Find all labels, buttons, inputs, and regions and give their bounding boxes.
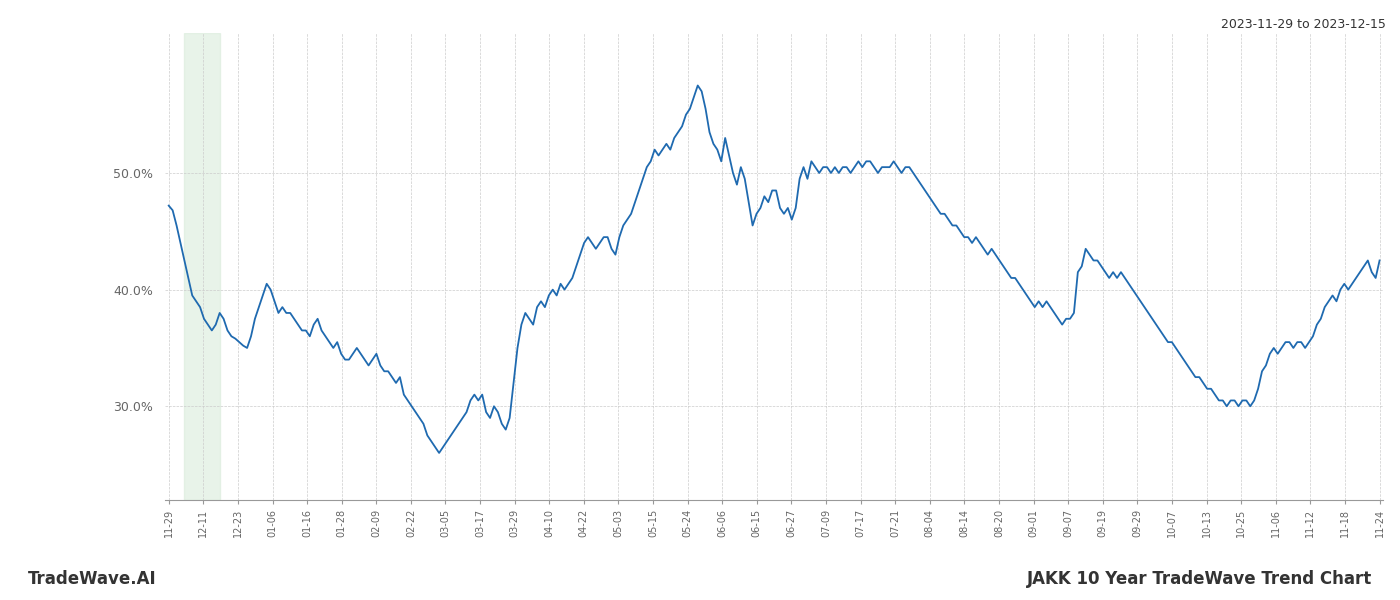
Bar <box>185 33 220 500</box>
Text: JAKK 10 Year TradeWave Trend Chart: JAKK 10 Year TradeWave Trend Chart <box>1026 570 1372 588</box>
Text: TradeWave.AI: TradeWave.AI <box>28 570 157 588</box>
Text: 2023-11-29 to 2023-12-15: 2023-11-29 to 2023-12-15 <box>1221 18 1386 31</box>
